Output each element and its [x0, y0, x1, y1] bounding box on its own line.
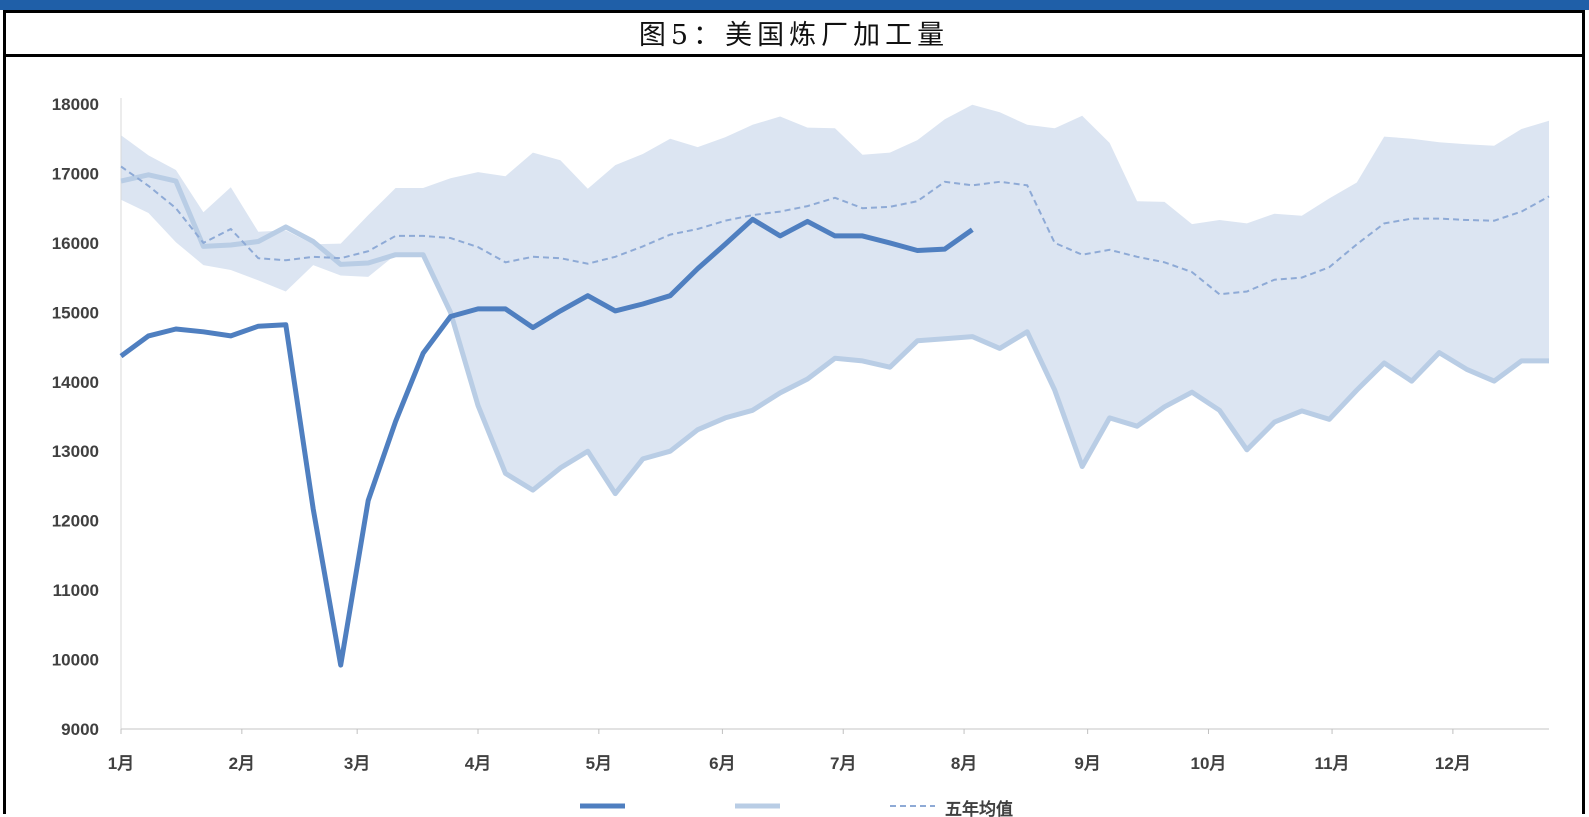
x-tick-label: 2月: [229, 754, 255, 773]
series-line-dark: [119, 216, 974, 668]
range-band: [121, 104, 1549, 494]
x-tick-label: 1月: [108, 754, 134, 773]
series-line-average: [120, 165, 1550, 296]
y-tick-label: 15000: [52, 303, 99, 322]
x-tick-label: 7月: [830, 754, 856, 773]
top-color-strip: [0, 0, 1589, 10]
y-tick-label: 11000: [53, 581, 99, 600]
x-tick-label: 4月: [465, 754, 491, 773]
x-tick-label: 9月: [1074, 754, 1100, 773]
y-tick-label: 10000: [52, 651, 99, 670]
y-tick-label: 14000: [52, 373, 99, 392]
x-tick-label: 6月: [709, 754, 735, 773]
x-tick-label: 5月: [586, 754, 612, 773]
chart-frame: [3, 10, 1585, 814]
y-tick-label: 17000: [52, 164, 99, 183]
x-tick-label: 3月: [344, 754, 370, 773]
y-tick-label: 16000: [52, 234, 99, 253]
x-tick-label: 10月: [1191, 754, 1227, 773]
legend-label-average: 五年均值: [945, 799, 1013, 817]
x-tick-label: 12月: [1435, 754, 1471, 773]
series-line-light: [120, 172, 1549, 497]
x-tick-label: 8月: [951, 754, 977, 773]
y-tick-label: 12000: [52, 512, 99, 531]
x-tick-label: 11月: [1315, 754, 1350, 773]
y-tick-label: 13000: [52, 442, 99, 461]
y-tick-label: 18000: [52, 95, 99, 114]
chart-title: 图5：美国炼厂加工量: [3, 10, 1585, 57]
y-tick-label: 9000: [61, 720, 99, 739]
